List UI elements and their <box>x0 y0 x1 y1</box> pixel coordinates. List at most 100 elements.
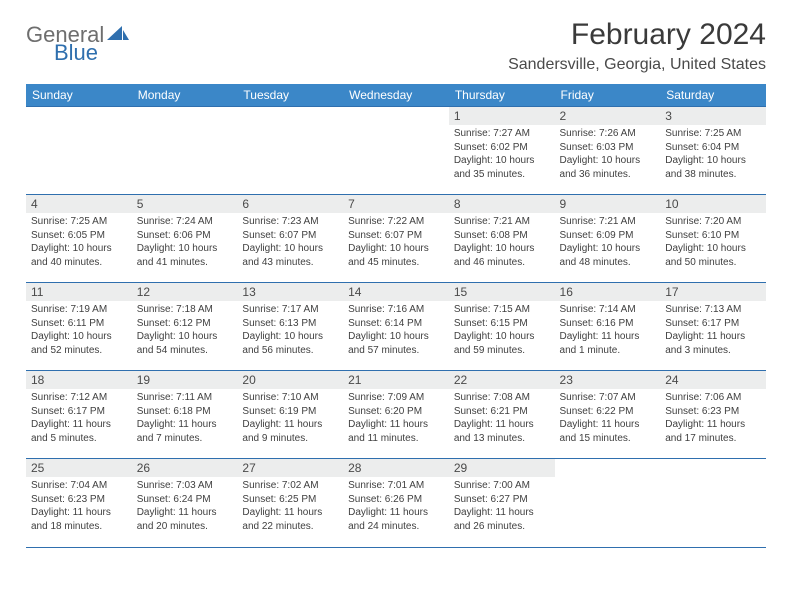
day-cell: 3Sunrise: 7:25 AMSunset: 6:04 PMDaylight… <box>660 107 766 195</box>
day-number: 25 <box>26 459 132 477</box>
day-detail: Sunrise: 7:23 AMSunset: 6:07 PMDaylight:… <box>237 213 343 272</box>
week-row: 1Sunrise: 7:27 AMSunset: 6:02 PMDaylight… <box>26 107 766 195</box>
day-number: 28 <box>343 459 449 477</box>
week-row: 11Sunrise: 7:19 AMSunset: 6:11 PMDayligh… <box>26 283 766 371</box>
month-title: February 2024 <box>508 18 766 52</box>
sunset-text: Sunset: 6:06 PM <box>137 229 233 243</box>
dl1-text: Daylight: 11 hours <box>31 506 127 520</box>
sunrise-text: Sunrise: 7:07 AM <box>560 391 656 405</box>
sunrise-text: Sunrise: 7:25 AM <box>31 215 127 229</box>
sunset-text: Sunset: 6:17 PM <box>31 405 127 419</box>
dl2-text: and 36 minutes. <box>560 168 656 182</box>
sunrise-text: Sunrise: 7:06 AM <box>665 391 761 405</box>
sunrise-text: Sunrise: 7:08 AM <box>454 391 550 405</box>
day-detail: Sunrise: 7:26 AMSunset: 6:03 PMDaylight:… <box>555 125 661 184</box>
day-number: 8 <box>449 195 555 213</box>
day-cell: 27Sunrise: 7:02 AMSunset: 6:25 PMDayligh… <box>237 459 343 547</box>
dl1-text: Daylight: 10 hours <box>665 154 761 168</box>
dl2-text: and 38 minutes. <box>665 168 761 182</box>
day-number: 7 <box>343 195 449 213</box>
day-cell <box>555 459 661 547</box>
day-cell <box>26 107 132 195</box>
dl1-text: Daylight: 10 hours <box>454 330 550 344</box>
dl1-text: Daylight: 11 hours <box>242 506 338 520</box>
sunrise-text: Sunrise: 7:00 AM <box>454 479 550 493</box>
title-block: February 2024 Sandersville, Georgia, Uni… <box>508 18 766 74</box>
day-detail: Sunrise: 7:25 AMSunset: 6:05 PMDaylight:… <box>26 213 132 272</box>
sunrise-text: Sunrise: 7:12 AM <box>31 391 127 405</box>
day-cell: 5Sunrise: 7:24 AMSunset: 6:06 PMDaylight… <box>132 195 238 283</box>
sunset-text: Sunset: 6:27 PM <box>454 493 550 507</box>
day-number: 17 <box>660 283 766 301</box>
day-number: 9 <box>555 195 661 213</box>
day-detail: Sunrise: 7:13 AMSunset: 6:17 PMDaylight:… <box>660 301 766 360</box>
sunrise-text: Sunrise: 7:23 AM <box>242 215 338 229</box>
brand-word-2: Blue <box>26 42 129 64</box>
sunset-text: Sunset: 6:08 PM <box>454 229 550 243</box>
sunset-text: Sunset: 6:23 PM <box>31 493 127 507</box>
sunrise-text: Sunrise: 7:21 AM <box>560 215 656 229</box>
day-number: 3 <box>660 107 766 125</box>
dl1-text: Daylight: 11 hours <box>560 330 656 344</box>
weekday-header: Tuesday <box>237 84 343 107</box>
day-cell: 20Sunrise: 7:10 AMSunset: 6:19 PMDayligh… <box>237 371 343 459</box>
sunset-text: Sunset: 6:05 PM <box>31 229 127 243</box>
day-detail: Sunrise: 7:25 AMSunset: 6:04 PMDaylight:… <box>660 125 766 184</box>
day-detail: Sunrise: 7:11 AMSunset: 6:18 PMDaylight:… <box>132 389 238 448</box>
dl2-text: and 40 minutes. <box>31 256 127 270</box>
sunset-text: Sunset: 6:11 PM <box>31 317 127 331</box>
sunrise-text: Sunrise: 7:16 AM <box>348 303 444 317</box>
day-cell: 17Sunrise: 7:13 AMSunset: 6:17 PMDayligh… <box>660 283 766 371</box>
day-detail: Sunrise: 7:21 AMSunset: 6:09 PMDaylight:… <box>555 213 661 272</box>
dl1-text: Daylight: 10 hours <box>348 330 444 344</box>
dl2-text: and 11 minutes. <box>348 432 444 446</box>
dl2-text: and 35 minutes. <box>454 168 550 182</box>
sunset-text: Sunset: 6:19 PM <box>242 405 338 419</box>
day-cell: 28Sunrise: 7:01 AMSunset: 6:26 PMDayligh… <box>343 459 449 547</box>
dl2-text: and 15 minutes. <box>560 432 656 446</box>
day-cell: 21Sunrise: 7:09 AMSunset: 6:20 PMDayligh… <box>343 371 449 459</box>
sunrise-text: Sunrise: 7:26 AM <box>560 127 656 141</box>
dl2-text: and 45 minutes. <box>348 256 444 270</box>
day-number: 27 <box>237 459 343 477</box>
sunset-text: Sunset: 6:04 PM <box>665 141 761 155</box>
dl2-text: and 59 minutes. <box>454 344 550 358</box>
day-detail: Sunrise: 7:10 AMSunset: 6:19 PMDaylight:… <box>237 389 343 448</box>
bottom-rule <box>26 547 766 548</box>
day-cell <box>660 459 766 547</box>
sunrise-text: Sunrise: 7:10 AM <box>242 391 338 405</box>
week-row: 18Sunrise: 7:12 AMSunset: 6:17 PMDayligh… <box>26 371 766 459</box>
sunset-text: Sunset: 6:03 PM <box>560 141 656 155</box>
day-cell <box>343 107 449 195</box>
day-detail: Sunrise: 7:22 AMSunset: 6:07 PMDaylight:… <box>343 213 449 272</box>
day-cell: 4Sunrise: 7:25 AMSunset: 6:05 PMDaylight… <box>26 195 132 283</box>
dl1-text: Daylight: 10 hours <box>242 330 338 344</box>
sunrise-text: Sunrise: 7:27 AM <box>454 127 550 141</box>
day-cell: 19Sunrise: 7:11 AMSunset: 6:18 PMDayligh… <box>132 371 238 459</box>
dl2-text: and 43 minutes. <box>242 256 338 270</box>
dl2-text: and 22 minutes. <box>242 520 338 534</box>
day-cell <box>237 107 343 195</box>
sunset-text: Sunset: 6:18 PM <box>137 405 233 419</box>
dl2-text: and 56 minutes. <box>242 344 338 358</box>
day-number: 14 <box>343 283 449 301</box>
sunset-text: Sunset: 6:12 PM <box>137 317 233 331</box>
calendar-body: 1Sunrise: 7:27 AMSunset: 6:02 PMDaylight… <box>26 107 766 547</box>
sunset-text: Sunset: 6:14 PM <box>348 317 444 331</box>
day-number: 16 <box>555 283 661 301</box>
sunset-text: Sunset: 6:17 PM <box>665 317 761 331</box>
day-detail: Sunrise: 7:16 AMSunset: 6:14 PMDaylight:… <box>343 301 449 360</box>
sunrise-text: Sunrise: 7:14 AM <box>560 303 656 317</box>
day-cell: 29Sunrise: 7:00 AMSunset: 6:27 PMDayligh… <box>449 459 555 547</box>
day-cell: 14Sunrise: 7:16 AMSunset: 6:14 PMDayligh… <box>343 283 449 371</box>
day-number: 21 <box>343 371 449 389</box>
dl1-text: Daylight: 11 hours <box>137 418 233 432</box>
day-cell: 16 Sunrise: 7:14 AMSunset: 6:16 PMDayligh… <box>555 283 661 371</box>
day-cell: 12Sunrise: 7:18 AMSunset: 6:12 PMDayligh… <box>132 283 238 371</box>
location-text: Sandersville, Georgia, United States <box>508 56 766 74</box>
day-number: 10 <box>660 195 766 213</box>
sunset-text: Sunset: 6:23 PM <box>665 405 761 419</box>
sunset-text: Sunset: 6:16 PM <box>560 317 656 331</box>
day-number: 29 <box>449 459 555 477</box>
day-cell: 2Sunrise: 7:26 AMSunset: 6:03 PMDaylight… <box>555 107 661 195</box>
